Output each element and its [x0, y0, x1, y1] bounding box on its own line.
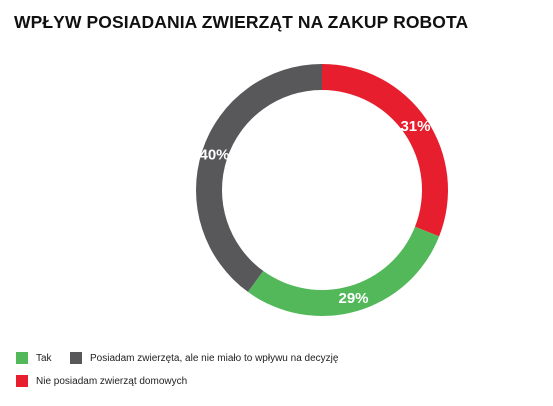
legend-swatch-tak [16, 352, 28, 364]
donut-slice-labels: 31% 29% 40% [200, 118, 431, 307]
legend-label-tak: Tak [36, 352, 52, 364]
legend-swatch-posiadam [70, 352, 82, 364]
donut-slice-0 [322, 64, 448, 237]
donut-slices [196, 64, 448, 316]
slice-label-2: 40% [200, 147, 230, 164]
slice-label-1: 29% [339, 290, 369, 307]
legend-item-posiadam: Posiadam zwierzęta, ale nie miało to wpł… [70, 352, 338, 364]
legend-swatch-nie-posiadam [16, 375, 28, 387]
chart-title: WPŁYW POSIADANIA ZWIERZĄT NA ZAKUP ROBOT… [14, 12, 469, 32]
legend-label-posiadam: Posiadam zwierzęta, ale nie miało to wpł… [90, 352, 339, 364]
donut-slice-2 [196, 64, 322, 292]
donut-chart: 31% 29% 40% [196, 64, 448, 316]
legend-item-tak: Tak [16, 352, 52, 364]
legend-item-nie-posiadam: Nie posiadam zwierząt domowych [16, 375, 187, 387]
donut-slice-1 [247, 226, 440, 316]
slice-label-0: 31% [400, 118, 430, 135]
legend-label-nie-posiadam: Nie posiadam zwierząt domowych [36, 375, 188, 387]
